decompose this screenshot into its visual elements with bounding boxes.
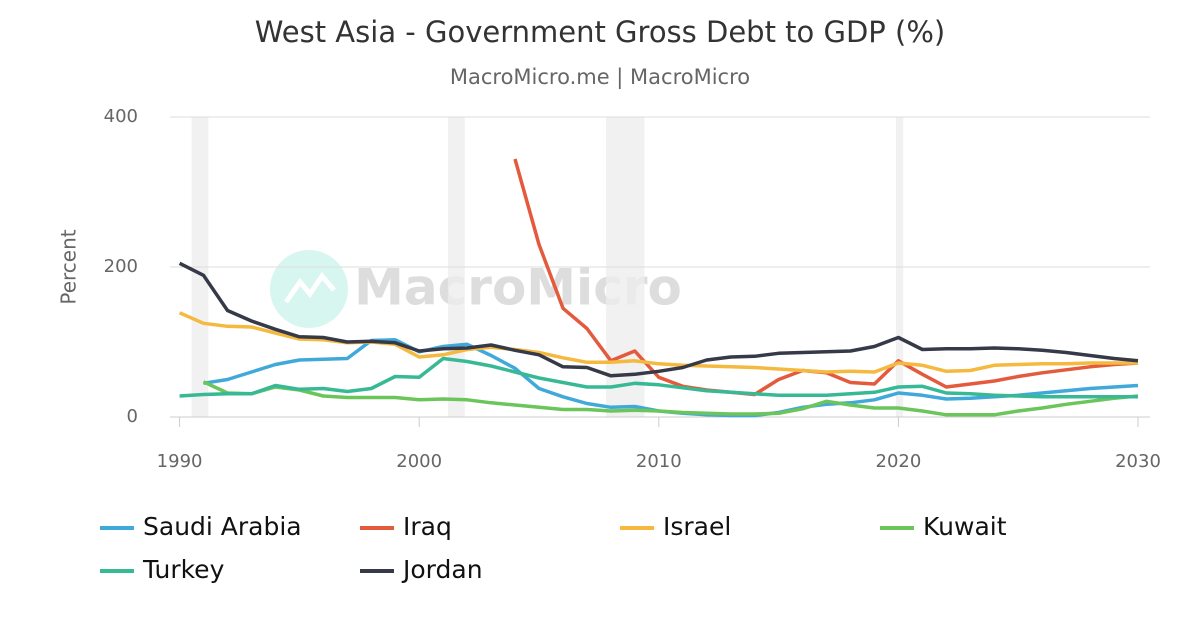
x-tick-label: 2030 bbox=[1115, 451, 1161, 472]
legend-label: Kuwait bbox=[923, 512, 1007, 541]
y-axis-label: Percent bbox=[57, 229, 81, 304]
legend-label: Saudi Arabia bbox=[143, 512, 302, 541]
x-tick-label: 2020 bbox=[876, 451, 922, 472]
x-tick-label: 2000 bbox=[396, 451, 442, 472]
series-line bbox=[179, 356, 1138, 399]
x-tick-label: 1990 bbox=[157, 451, 203, 472]
y-tick-label: 200 bbox=[104, 256, 138, 277]
y-tick-label: 400 bbox=[104, 106, 138, 127]
x-tick-label: 2010 bbox=[636, 451, 682, 472]
series-line bbox=[178, 261, 1139, 378]
legend-label: Iraq bbox=[403, 512, 452, 541]
y-tick-label: 0 bbox=[127, 406, 138, 427]
chart-subtitle: MacroMicro.me | MacroMicro bbox=[450, 65, 750, 90]
legend-label: Israel bbox=[663, 512, 731, 541]
series-line bbox=[202, 380, 1139, 417]
legend-label: Turkey bbox=[142, 555, 225, 584]
legend-label: Jordan bbox=[401, 555, 483, 584]
chart-title: West Asia - Government Gross Debt to GDP… bbox=[255, 15, 945, 49]
watermark-logo bbox=[270, 250, 348, 328]
